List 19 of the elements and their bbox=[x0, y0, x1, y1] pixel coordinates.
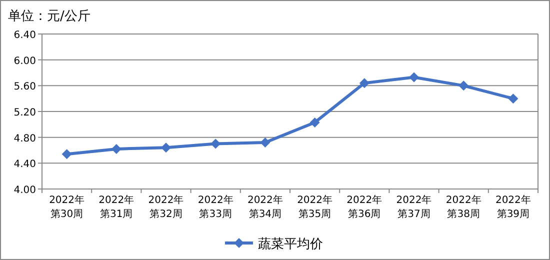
ytick: 5.20 bbox=[14, 108, 36, 118]
xtick: 2022年第36周 bbox=[346, 194, 384, 222]
xtick: 2022年第31周 bbox=[98, 194, 136, 222]
legend-label: 蔬菜平均价 bbox=[258, 237, 323, 252]
ytick: 4.00 bbox=[14, 185, 36, 196]
ytick: 4.40 bbox=[14, 159, 36, 170]
xtick: 2022年第37周 bbox=[395, 194, 433, 222]
xtick: 2022年第32周 bbox=[147, 194, 185, 222]
xtick: 2022年第39周 bbox=[494, 194, 532, 222]
xtick: 2022年第33周 bbox=[196, 194, 234, 222]
xtick: 2022年第38周 bbox=[444, 194, 482, 222]
ytick: 4.80 bbox=[14, 133, 36, 144]
xtick: 2022年第35周 bbox=[296, 194, 334, 222]
ytick: 6.40 bbox=[14, 30, 36, 41]
ytick: 6.00 bbox=[14, 56, 36, 67]
title: 单位：元/公斤 bbox=[8, 9, 90, 24]
xtick: 2022年第34周 bbox=[246, 194, 284, 222]
ytick: 5.60 bbox=[14, 82, 36, 93]
xtick: 2022年第30周 bbox=[48, 194, 86, 222]
